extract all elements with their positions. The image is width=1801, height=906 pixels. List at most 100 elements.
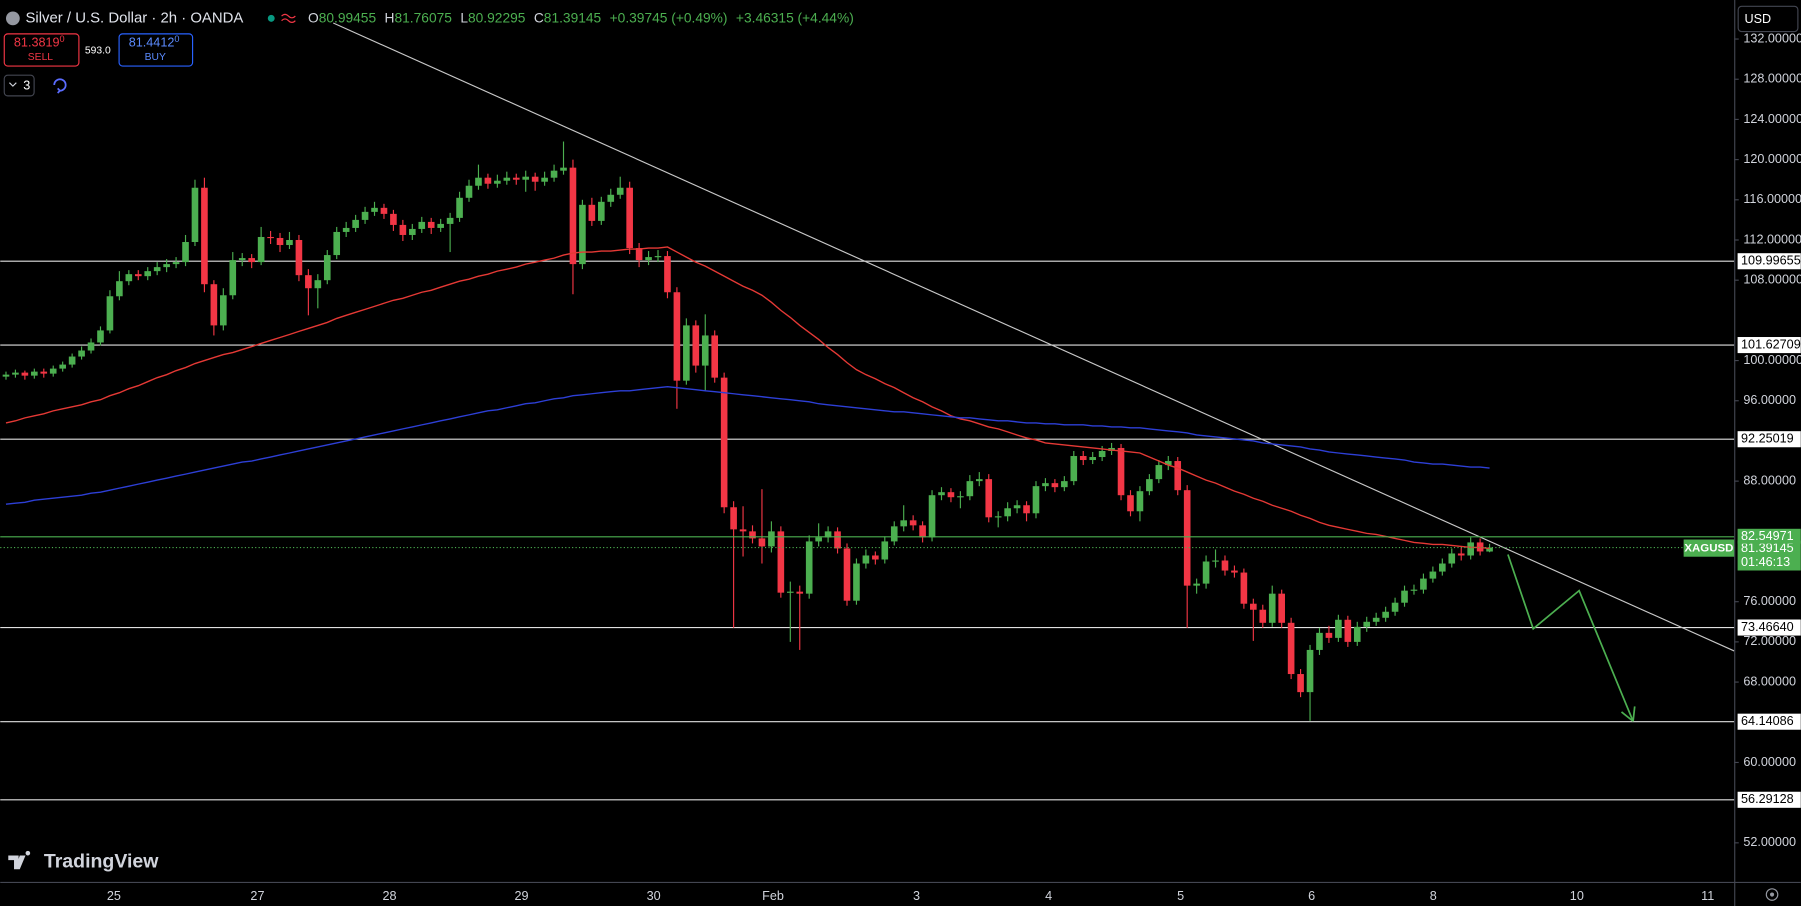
- indicator-toggle[interactable]: 3: [3, 74, 35, 97]
- toggle-box[interactable]: [3, 74, 35, 97]
- ohlc-value: 81.39145: [544, 10, 602, 25]
- sell-price[interactable]: 81.38190: [14, 35, 65, 50]
- level-label: 73.46640: [1741, 620, 1794, 634]
- candle-body: [1353, 626, 1361, 642]
- candle-body: [786, 591, 794, 593]
- candle-body: [1363, 621, 1371, 627]
- candle-body: [1287, 622, 1295, 675]
- candle-body: [21, 372, 29, 376]
- candle-body: [975, 479, 983, 482]
- candle-body: [1098, 450, 1106, 458]
- candle-body: [1004, 508, 1011, 517]
- sell-button[interactable]: 81.38190 SELL: [3, 33, 80, 67]
- candle-body: [1439, 563, 1446, 572]
- candle-body: [465, 185, 473, 198]
- gear-hub[interactable]: [1769, 892, 1775, 897]
- indicator-count[interactable]: 3: [23, 78, 30, 92]
- buy-price-main[interactable]: 81.4412: [129, 36, 175, 50]
- buy-box[interactable]: [118, 33, 194, 67]
- candle-body: [1146, 479, 1153, 492]
- candle-body: [418, 221, 426, 229]
- candle-body: [399, 224, 407, 235]
- buy-pip[interactable]: 0: [174, 35, 179, 45]
- buy-button[interactable]: 81.44120 BUY: [118, 33, 194, 67]
- candle-body: [947, 492, 955, 498]
- y-tick-label: 52.00000: [1743, 835, 1796, 849]
- ohlc-key: L: [460, 10, 468, 25]
- candle-body: [616, 187, 624, 195]
- candle-body: [380, 207, 388, 214]
- candle-body: [1410, 589, 1418, 591]
- candle-body: [1467, 542, 1474, 556]
- currency-box[interactable]: [1737, 5, 1799, 33]
- candle-body: [144, 271, 152, 277]
- x-tick-label: 6: [1308, 889, 1315, 903]
- ohlc-legend: O80.99455 H81.76075 L80.92295 C81.39145 …: [308, 10, 854, 25]
- ohlc-key: H: [385, 10, 395, 25]
- brand[interactable]: TradingView: [44, 851, 159, 873]
- brand-logo[interactable]: TradingView: [8, 851, 159, 873]
- candle-body: [1164, 461, 1172, 466]
- chevron[interactable]: [9, 82, 17, 87]
- x-tick-label: Feb: [762, 889, 784, 903]
- candle-body: [985, 479, 993, 518]
- candle-body: [531, 176, 539, 182]
- candle-body: [68, 356, 76, 365]
- candle-body: [1183, 490, 1191, 586]
- candle-body: [966, 481, 974, 497]
- candle-body: [172, 262, 180, 265]
- candle-body: [664, 256, 671, 293]
- level-label-box: [1737, 337, 1801, 354]
- candle-body: [201, 187, 208, 285]
- candle-body: [1202, 561, 1210, 584]
- sell-label[interactable]: SELL: [28, 52, 54, 63]
- candle-body: [645, 257, 652, 261]
- candle-body: [314, 280, 322, 289]
- candle-body: [1042, 483, 1049, 487]
- candle-body: [872, 555, 879, 560]
- gear[interactable]: [1765, 888, 1779, 901]
- candle-body: [654, 256, 662, 258]
- candle-body: [267, 236, 274, 239]
- candle-body: [427, 221, 435, 228]
- sell-pip[interactable]: 0: [60, 35, 65, 45]
- x-tick-label: 11: [1701, 889, 1714, 903]
- candle-body: [1155, 465, 1163, 480]
- candle-body: [295, 239, 303, 276]
- candle-body: [2, 374, 10, 377]
- candle-body: [238, 258, 246, 261]
- candle-body: [579, 204, 586, 265]
- candle-body: [1117, 447, 1125, 496]
- buy-label[interactable]: BUY: [145, 52, 166, 63]
- sync-icon[interactable]: [53, 78, 67, 94]
- y-tick-label: 112.00000: [1743, 232, 1801, 246]
- buy-price[interactable]: 81.44120: [129, 35, 180, 50]
- candle-body: [919, 525, 926, 538]
- candle-body: [701, 335, 709, 366]
- last-price-label: 81.39145: [1741, 541, 1794, 555]
- plot-area: [0, 22, 1735, 801]
- sell-price-main[interactable]: 81.3819: [14, 36, 60, 50]
- y-tick-label: 108.00000: [1743, 273, 1801, 287]
- currency-select[interactable]: USD: [1737, 5, 1799, 33]
- candle-body: [494, 180, 501, 184]
- candle-body: [1061, 481, 1068, 488]
- candle-body: [276, 237, 284, 246]
- logo-mark[interactable]: [8, 850, 31, 870]
- sell-box[interactable]: [3, 33, 80, 67]
- candle-body: [484, 177, 492, 184]
- candle-body: [286, 239, 293, 246]
- currency[interactable]: USD: [1744, 12, 1771, 26]
- settings-icon[interactable]: [1765, 888, 1779, 901]
- resistance-label: 82.54971: [1741, 529, 1794, 543]
- candle-body: [1089, 457, 1096, 461]
- candle-body: [78, 350, 85, 357]
- candle-body: [692, 325, 700, 366]
- candle-body: [938, 492, 945, 496]
- candle-body: [758, 538, 766, 547]
- x-tick-label: 5: [1177, 889, 1184, 903]
- candle-body: [1316, 632, 1323, 650]
- candle-body: [749, 531, 756, 539]
- spread: 593.0: [85, 45, 111, 56]
- candle-body: [1429, 571, 1437, 579]
